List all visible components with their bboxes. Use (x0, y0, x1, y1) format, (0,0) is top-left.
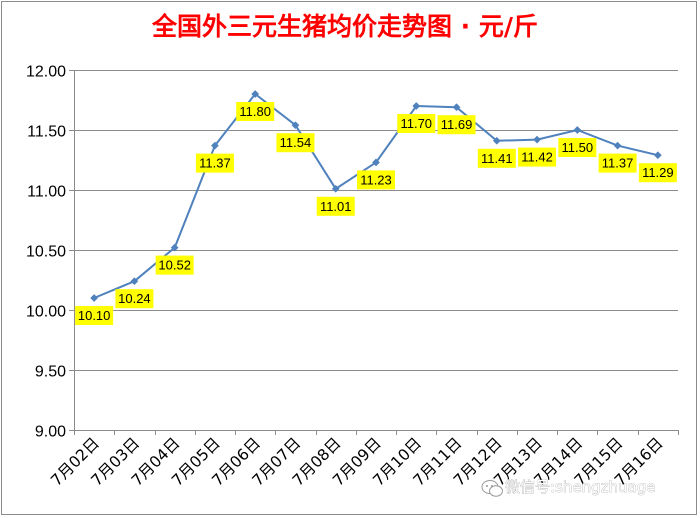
data-point (291, 121, 300, 130)
data-label: 10.52 (158, 258, 191, 273)
series-line (90, 90, 662, 302)
data-label: 11.41 (481, 151, 513, 166)
data-point (90, 294, 99, 302)
data-point (331, 184, 340, 193)
data-label-box (357, 170, 395, 190)
data-label: 11.01 (320, 199, 352, 214)
data-point (251, 90, 260, 98)
data-label: 11.42 (521, 150, 553, 165)
data-label-box (397, 114, 436, 133)
data-point (170, 243, 179, 252)
data-label-box (638, 163, 677, 183)
data-point (412, 102, 421, 110)
y-tick-label: 11.50 (27, 124, 66, 141)
data-label: 11.37 (602, 156, 634, 171)
data-label-box (437, 115, 476, 135)
data-label-box (195, 153, 234, 173)
data-point (573, 126, 582, 134)
data-label: 10.24 (118, 291, 151, 306)
data-labels: 10.10 10.24 10.52 11.37 11.80 11.54 11.01 11.23… (75, 102, 677, 325)
data-label: 11.54 (280, 135, 312, 150)
wechat-icon (481, 480, 503, 497)
data-label: 11.23 (360, 172, 392, 187)
y-tick-label: 9.00 (35, 424, 66, 441)
data-point (492, 136, 501, 145)
chart-title: 全国外三元生猪均价走势图 · 元/斤 (151, 12, 538, 41)
data-label-box (316, 196, 355, 216)
data-label-box (236, 102, 275, 121)
data-point (372, 158, 380, 167)
data-label: 11.50 (562, 140, 594, 155)
y-tick-label: 11.00 (27, 184, 66, 201)
y-tick-label: 9.50 (35, 364, 66, 381)
data-label-box (518, 147, 557, 167)
data-point (452, 103, 461, 112)
y-tick-label: 12.00 (26, 64, 66, 81)
data-label-box (115, 289, 154, 309)
data-label-box (558, 138, 597, 157)
data-label: 11.80 (239, 104, 271, 119)
data-point (533, 135, 542, 144)
data-point (130, 277, 139, 286)
data-label-box (75, 306, 114, 325)
data-label: 10.10 (78, 308, 111, 323)
watermark: 微信号:shengzhuage (481, 478, 656, 497)
data-label-box (276, 133, 315, 153)
data-label: 11.37 (199, 156, 231, 171)
data-label-box (598, 153, 637, 173)
data-label: 11.69 (441, 117, 473, 132)
y-tick-label: 10.00 (26, 304, 66, 321)
data-point (210, 141, 219, 150)
data-label: 11.70 (400, 116, 432, 131)
y-tick-label: 10.50 (26, 244, 66, 261)
data-label-box (477, 148, 516, 168)
axes: 9.00 9.50 10.00 10.50 11.00 11.50 12.00 (26, 64, 679, 441)
data-label: 11.29 (642, 165, 674, 180)
data-label-box (155, 255, 194, 275)
watermark-text: 微信号:shengzhuage (505, 478, 655, 496)
gridlines (74, 70, 678, 431)
data-point (613, 141, 622, 150)
data-point (653, 151, 662, 160)
